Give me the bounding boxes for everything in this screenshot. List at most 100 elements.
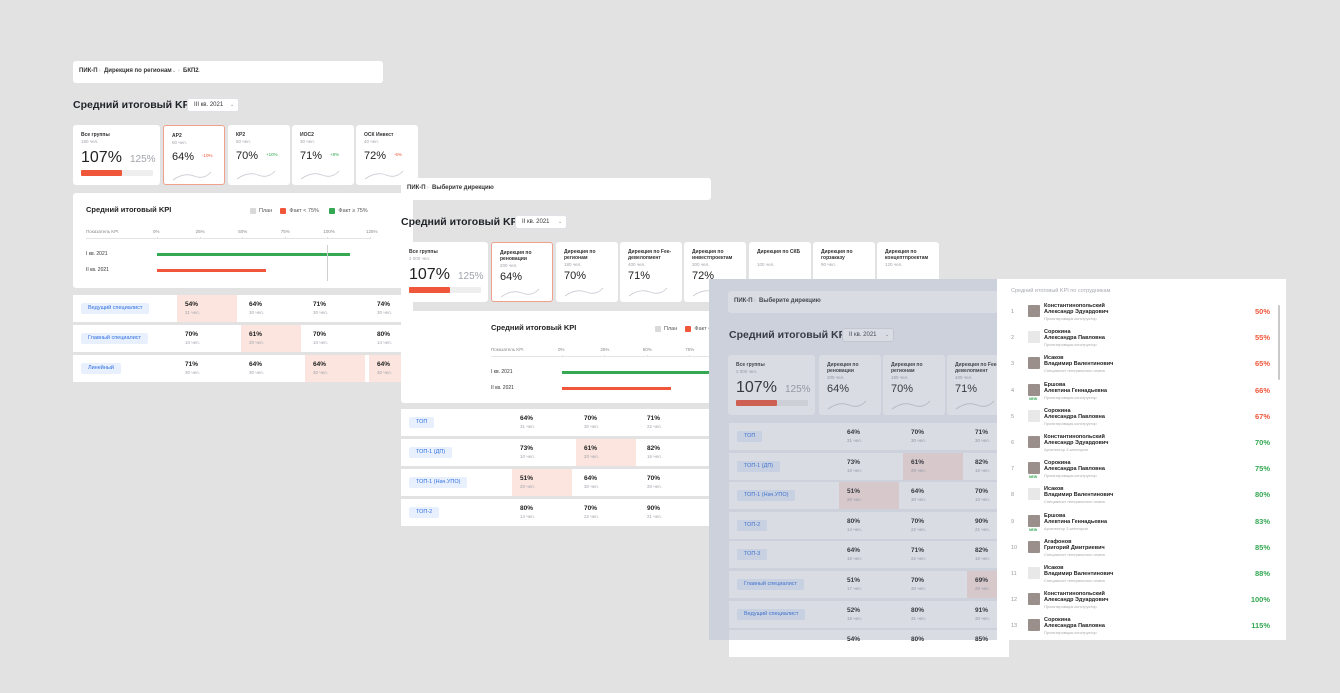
employee-row[interactable]: 1 Константинопольский Александр Эдуардович… [997, 301, 1286, 325]
group-pill[interactable]: Ведущий специалист [81, 303, 150, 314]
cell-count: 10 чел. [975, 497, 990, 503]
cell-count: 30 чел. [313, 310, 328, 315]
group-pill[interactable]: Ведущий специалист [737, 608, 806, 620]
cell-value: 69% [975, 577, 989, 584]
table-cell: 64% 31 чел. [839, 423, 899, 450]
group-pill[interactable]: ТОП-2 [737, 519, 768, 531]
cell-count: 20 чел. [647, 484, 662, 489]
kpi-card[interactable]: Дирекция по регионам 180 чел. 70% [556, 242, 618, 302]
cell-value: 80% [911, 606, 925, 614]
kpi-card[interactable]: Дирекция по реновации 200 чел. 64% [491, 242, 553, 302]
employee-row[interactable]: 8 Исаков Владимир Валентинович Специалист г… [997, 484, 1286, 508]
employee-name: Владимир Валентинович [1044, 571, 1114, 577]
cell-count: 16 чел. [847, 556, 862, 562]
cell-count: 30 чел. [377, 370, 392, 375]
chevron: ⌄ [816, 298, 821, 304]
kpi-card[interactable]: Все группы 2 000 чел. 107% 125% [728, 355, 815, 415]
kpi-card[interactable]: АР2 60 чел. 64% -10% [163, 125, 225, 185]
group-pill[interactable]: ТОП [409, 417, 435, 428]
employee-name: Алевтина Геннадьевна [1044, 387, 1108, 394]
breadcrumb-item: ПИК-П [407, 185, 426, 191]
kpi-card[interactable]: Дирекция по Fee-девелопмент 400 чел. 71% [620, 242, 682, 302]
cell-value: 64% [249, 301, 263, 308]
cell-count: 20 чел. [249, 340, 264, 345]
legend-label: Факт < 75% [289, 208, 319, 214]
card-value: 64% [172, 151, 195, 163]
card-count: 60 чел. [172, 140, 187, 145]
cell-count: 31 чел. [520, 424, 535, 429]
cell-count: 30 чел. [584, 484, 599, 489]
card-count: 120 чел. [885, 262, 903, 267]
kpi-card[interactable]: Дирекция по реновации 200 чел. 64% [819, 355, 881, 415]
card-label: Дирекция по Fee-девелопмент [955, 362, 999, 374]
group-pill[interactable]: ТОП-1 (Нач.УПО) [737, 490, 796, 502]
employee-row[interactable]: 6 Константинопольский Александр Эдуардович… [997, 432, 1286, 456]
period-dropdown[interactable]: II кв. 2021 ⌄ [842, 328, 894, 342]
cell-count: 20 чел. [520, 484, 535, 489]
employee-row[interactable]: 10 Агафонов Григорий Дмитриевич Специалист … [997, 537, 1286, 561]
kpi-card[interactable]: КР2 50 чел. 70% +10% [228, 125, 290, 185]
table-cell: 64% 30 чел. [305, 355, 365, 382]
cell-value: 73% [520, 445, 534, 452]
cell-count: 21 чел. [647, 514, 662, 519]
table-cell: 71% 30 чел. [967, 423, 1027, 450]
table-cell: 71% 22 чел. [639, 409, 699, 436]
group-pill[interactable]: Линейный [81, 363, 121, 374]
rank: 5 [1011, 413, 1015, 420]
employee-kpi: 67% [1254, 411, 1270, 421]
employee-row[interactable]: 3 Исаков Владимир Валентинович Специалист г… [997, 353, 1286, 377]
employee-row[interactable]: 11 Исаков Владимир Валентинович Специалист … [997, 563, 1286, 587]
card-label: Дирекция по реновации [500, 250, 532, 262]
table-cell: 71% 22 чел. [903, 541, 963, 568]
table-row: Ведущий специалист 54% 31 чел. 64% 30 чел. 71… [73, 295, 413, 322]
kpi-card[interactable]: ОСК Инвест 40 чел. 72% -5% [356, 125, 418, 185]
employee-kpi: 85% [1254, 542, 1270, 552]
breadcrumb-item: БКП2 [183, 68, 199, 74]
employee-row[interactable]: 2 Сорокина Александра Павловна Проектировщи… [997, 327, 1286, 351]
employee-row[interactable]: 13 Сорокина Александра Павловна Проектировщ… [997, 615, 1286, 639]
kpi-card[interactable]: ИОС2 30 чел. 71% +8% [292, 125, 354, 185]
employee-role: Проектировщик конструктор [1044, 473, 1097, 479]
cell-count: 14 чел. [847, 526, 862, 532]
group-pill[interactable]: ТОП-3 [737, 549, 768, 561]
group-pill[interactable]: ТОП-1 (ДП) [409, 447, 453, 458]
group-pill[interactable]: ТОП-2 [409, 507, 440, 518]
kpi-card[interactable]: Все группы 180 чел. 107% 125% [73, 125, 160, 185]
table-row: ТОП-2 80% 14 чел. 70% 22 чел. 90% 21 чел. [729, 511, 1009, 539]
card-value: 70% [236, 150, 259, 162]
table-cell: 80% 14 чел. [839, 512, 899, 539]
employee-row[interactable]: 12 Константинопольский Александр Эдуардови… [997, 589, 1286, 613]
group-pill[interactable]: Главный специалист [81, 333, 149, 344]
group-pill[interactable]: ТОП [737, 431, 763, 442]
chevron: ⌄ [172, 68, 177, 74]
group-pill[interactable]: ТОП-1 (Нач.УПО) [409, 477, 468, 488]
legend-label: Факт ≥ 75% [338, 208, 368, 214]
group-pill[interactable]: ТОП-1 (ДП) [737, 460, 781, 472]
employee-name: Ершова [1044, 512, 1066, 519]
x-tick-label: 50% [238, 229, 248, 234]
period-dropdown[interactable]: III кв. 2021 ⌄ [187, 98, 239, 112]
cell-value: 70% [911, 517, 925, 525]
progress-fill [409, 287, 450, 293]
employee-row[interactable]: 5 Сорокина Александра Павловна Проектировщи… [997, 406, 1286, 430]
cell-value: 82% [975, 547, 989, 555]
employee-row[interactable]: 7 NEW Сорокина Александра Павловна Проектиро… [997, 458, 1286, 482]
card-delta: -10% [202, 153, 213, 158]
cell-value: 90% [975, 517, 989, 525]
card-count: 2 000 чел. [736, 369, 758, 374]
kpi-card[interactable]: Все группы 2 000 чел. 107% 125% [401, 242, 488, 302]
employee-row[interactable]: 9 NEW Ершова Алевтина Геннадьевна Архитектор… [997, 511, 1286, 535]
cell-count: 20 чел. [847, 497, 862, 503]
employee-name: Владимир Валентинович [1044, 492, 1114, 499]
employee-role: Проектировщик конструктор [1044, 316, 1097, 321]
group-pill[interactable]: Главный специалист [737, 579, 805, 590]
employee-role: Архитектор 3 категории [1044, 447, 1088, 452]
card-count: 40 чел. [364, 139, 379, 144]
employee-kpi: 115% [1251, 621, 1270, 631]
cell-value: 64% [249, 361, 263, 368]
cell-count: 10 чел. [847, 467, 862, 473]
period-dropdown[interactable]: II кв. 2021 ⌄ [515, 215, 567, 229]
kpi-card[interactable]: Дирекция по регионам 180 чел. 70% [883, 355, 945, 415]
employee-row[interactable]: 4 NEW Ершова Алевтина Геннадьевна Проектиров… [997, 380, 1286, 404]
cell-value: 71% [911, 547, 925, 555]
